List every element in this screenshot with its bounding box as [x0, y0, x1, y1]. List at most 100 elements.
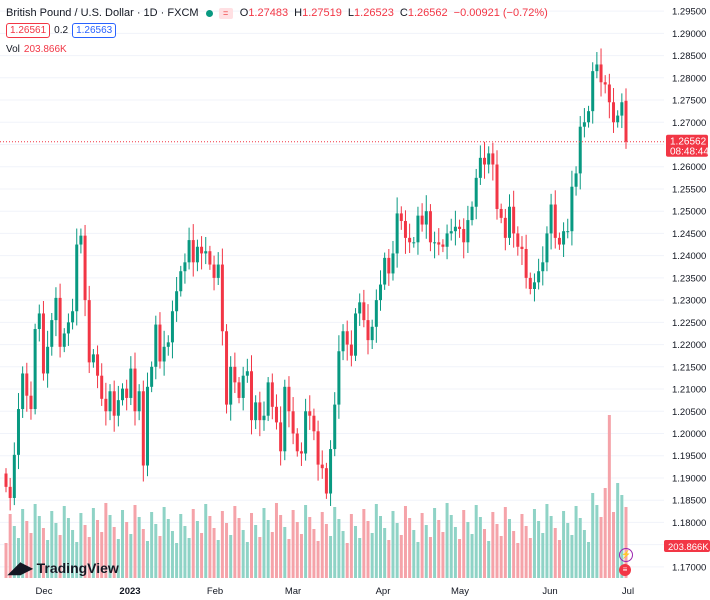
volume-bar [591, 493, 595, 578]
symbol-title[interactable]: British Pound / U.S. Dollar · 1D · FXCM [6, 7, 199, 19]
candle-body [557, 237, 561, 245]
candle-body [229, 366, 233, 405]
candle-body [337, 351, 341, 405]
volume-bar [437, 520, 441, 578]
volume-bar [299, 534, 303, 578]
event-flag-icon[interactable]: ≡ [619, 564, 631, 576]
tradingview-logo[interactable]: ◢▶ TradingView [8, 558, 119, 578]
volume-bar [166, 519, 170, 578]
candle-body [25, 373, 29, 396]
candle-body [449, 231, 453, 234]
candle-body [75, 244, 79, 312]
volume-bar [283, 527, 287, 578]
volume-bar [329, 536, 333, 578]
volume-bar [612, 512, 616, 578]
volume-bar [453, 527, 457, 578]
y-tick-label: 1.26000 [672, 162, 706, 173]
volume-legend[interactable]: Vol 203.866K [6, 44, 67, 55]
candle-body [208, 251, 212, 265]
candle-body [133, 368, 137, 412]
candle-body [387, 257, 391, 274]
y-tick-label: 1.27500 [672, 96, 706, 107]
volume-bar [495, 524, 499, 578]
volume-bar [33, 504, 37, 578]
candle-body [532, 282, 536, 289]
candle-body [345, 331, 349, 345]
x-tick-label: Jul [622, 586, 634, 597]
volume-bar [12, 526, 16, 578]
candle-body [512, 206, 516, 234]
price-axis[interactable]: 1.29500 1.29000 1.28500 1.28000 1.27500 1.270… [672, 7, 706, 574]
volume-bar [412, 530, 416, 578]
candle-body [528, 277, 532, 289]
y-tick-label: 1.19000 [672, 473, 706, 484]
volume-bar [279, 515, 283, 578]
candle-body [304, 411, 308, 454]
time-axis[interactable]: Dec 2023 Feb Mar Apr May Jun Jul [36, 586, 635, 597]
y-tick-label: 1.29500 [672, 7, 706, 18]
volume-bar [370, 533, 374, 578]
x-tick-label: Dec [36, 586, 53, 597]
y-tick-label: 1.21500 [672, 362, 706, 373]
candle-body [158, 324, 162, 362]
candle-body [470, 206, 474, 221]
volume-bar [491, 512, 495, 578]
candle-body [403, 220, 407, 238]
symbol-legend[interactable]: British Pound / U.S. Dollar · 1D · FXCM … [6, 6, 551, 20]
candle-body [175, 291, 179, 312]
candle-body [50, 320, 54, 347]
volume-bar [87, 537, 91, 578]
volume-bar [66, 518, 70, 578]
volume-bar [574, 506, 578, 578]
volume-bar [620, 495, 624, 578]
volume-bar [545, 504, 549, 578]
volume-bar [229, 535, 233, 578]
volume-bar [83, 525, 87, 578]
volume-bar [541, 533, 545, 578]
volume-bar [16, 538, 20, 578]
volume-bar [595, 505, 599, 578]
volume-bar [599, 517, 603, 578]
candle-body [12, 454, 16, 498]
volume-bar [324, 524, 328, 578]
volume-bar [233, 506, 237, 578]
volume-bar [470, 534, 474, 578]
candle-body [66, 322, 70, 334]
candle-body [516, 233, 520, 247]
candle-body [225, 331, 229, 405]
volume-bar [158, 536, 162, 578]
candle-body [566, 231, 570, 233]
candle-body [279, 422, 283, 452]
candle-body [507, 206, 511, 238]
y-tick-label: 1.20000 [672, 429, 706, 440]
volume-bar [175, 543, 179, 578]
volume-bar [378, 516, 382, 578]
candle-body [112, 391, 116, 416]
buy-button[interactable]: 1.26563 [72, 23, 117, 38]
y-tick-label: 1.25500 [672, 184, 706, 195]
sell-button[interactable]: 1.26561 [6, 23, 51, 38]
candle-body [108, 391, 112, 412]
candle-body [212, 264, 216, 278]
volume-bar [433, 508, 437, 578]
candle-body [412, 242, 416, 244]
volume-bar [112, 527, 116, 578]
volume-bar [566, 523, 570, 578]
volume-bars [4, 415, 628, 578]
flag-icon[interactable]: = [218, 7, 233, 19]
volume-bar [549, 516, 553, 578]
candle-body [270, 382, 274, 407]
candle-body [562, 231, 566, 245]
volume-bar [133, 505, 137, 578]
volume-bar [428, 537, 432, 578]
spread-value: 0.2 [54, 25, 69, 36]
volume-bar [262, 508, 266, 578]
candle-body [96, 354, 100, 376]
lightning-icon[interactable]: ⚡ [619, 548, 633, 562]
volume-bar [445, 503, 449, 578]
volume-bar [187, 538, 191, 578]
volume-bar [258, 537, 262, 578]
volume-bar [304, 505, 308, 578]
volume-bar [46, 540, 50, 578]
